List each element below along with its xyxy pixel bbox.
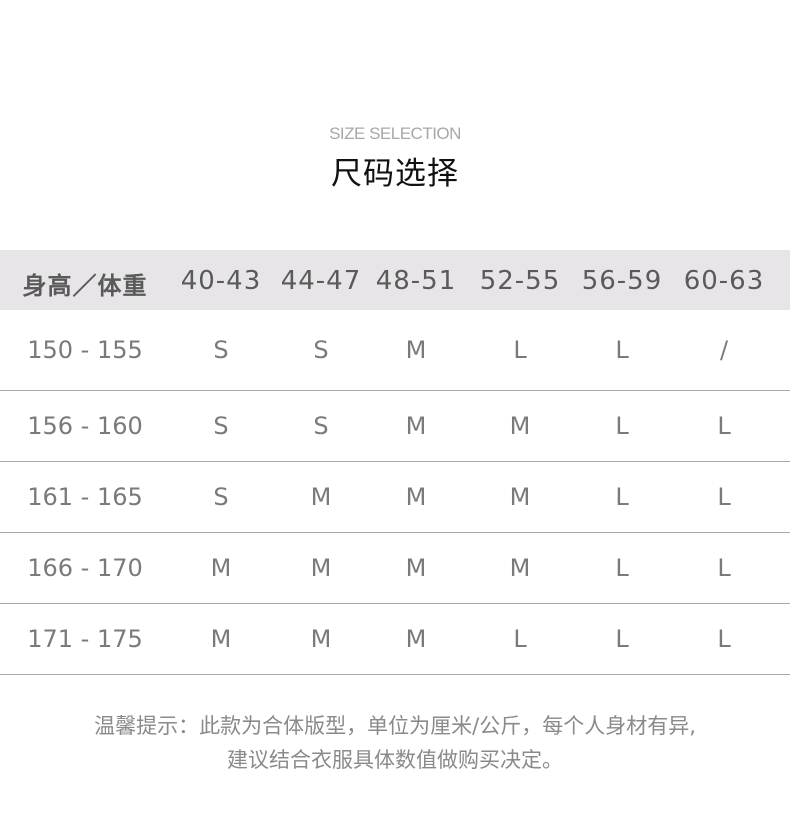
size-cell: L [717,411,731,440]
header-weight-range: 60-63 [683,266,765,296]
header-height-weight: 身高／体重 [22,272,148,300]
size-cell: L [513,336,527,364]
height-range-cell: 166 - 170 [27,553,143,582]
size-cell: M [405,411,427,440]
size-cell: L [717,624,731,653]
header-weight-range: 56-59 [581,266,663,296]
size-cell: L [513,624,527,653]
size-cell: M [405,624,427,653]
header-weight-range: 44-47 [280,266,362,296]
size-cell: / [719,336,729,364]
note-line-2: 建议结合衣服具体数值做购买决定。 [227,748,563,772]
size-cell: M [405,336,427,364]
size-cell: L [717,553,731,582]
size-cell: L [615,336,629,364]
table-row: 171 - 175 M M M L L L [0,603,790,675]
size-cell: M [310,553,332,582]
size-cell: L [615,553,629,582]
header-weight-range: 48-51 [375,266,457,296]
table-row: 161 - 165 S M M M L L [0,461,790,533]
size-cell: M [509,411,531,440]
note-line-1: 温馨提示：此款为合体版型，单位为厘米/公斤，每个人身材有异, [94,714,696,738]
size-cell: M [405,482,427,511]
size-cell: L [717,482,731,511]
size-cell: S [313,336,329,364]
table-row: 150 - 155 S S M L L / [0,310,790,391]
size-cell: S [313,411,329,440]
size-cell: L [615,482,629,511]
height-range-cell: 171 - 175 [27,624,143,653]
size-cell: S [213,336,229,364]
size-cell: S [213,411,229,440]
height-range-cell: 156 - 160 [27,411,143,440]
size-cell: M [310,482,332,511]
height-range-cell: 161 - 165 [27,482,143,511]
size-cell: S [213,482,229,511]
section-subtitle: SIZE SELECTION [329,124,461,143]
page-title: 尺码选择 [331,156,459,192]
size-cell: M [210,624,232,653]
size-cell: M [509,553,531,582]
table-header: 身高／体重 40-43 44-47 48-51 52-55 56-59 60-63 [0,250,790,310]
size-cell: L [615,624,629,653]
size-cell: M [310,624,332,653]
size-cell: M [509,482,531,511]
size-cell: M [405,553,427,582]
size-cell: L [615,411,629,440]
table-row: 156 - 160 S S M M L L [0,390,790,462]
size-cell: M [210,553,232,582]
table-row: 166 - 170 M M M M L L [0,532,790,604]
header-weight-range: 40-43 [180,266,262,296]
header-weight-range: 52-55 [479,266,561,296]
height-range-cell: 150 - 155 [27,336,143,364]
